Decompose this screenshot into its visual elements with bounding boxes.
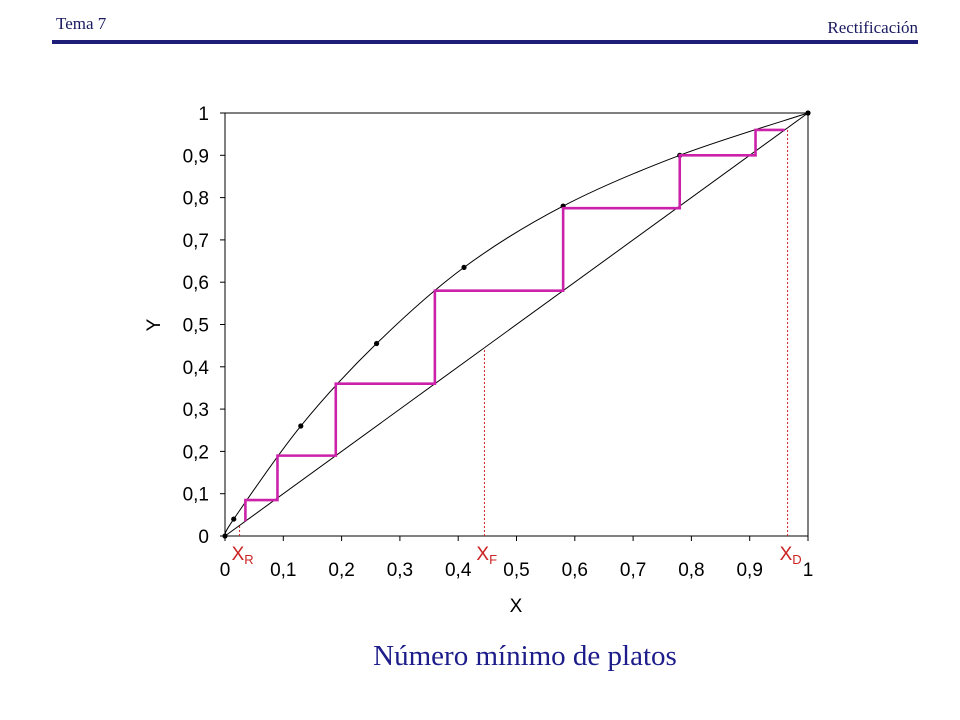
reference-label-xr: XR xyxy=(232,544,254,567)
equilibrium-point xyxy=(373,340,380,347)
header-section: Rectificación xyxy=(827,18,918,37)
y-tick-label: 0,9 xyxy=(183,146,209,167)
x-tick-label: 1 xyxy=(803,560,814,581)
equilibrium-point xyxy=(805,110,811,116)
x-tick-label: 0,9 xyxy=(736,560,762,581)
reference-lines: XR XF XD xyxy=(232,127,802,567)
x-tick-label: 0,4 xyxy=(445,560,472,581)
y-tick-label: 0,8 xyxy=(183,189,209,210)
equilibrium-point xyxy=(231,516,237,522)
y-tick-label: 0,6 xyxy=(183,273,209,294)
y-tick-label: 0,2 xyxy=(183,442,209,463)
x-tick-label: 0,2 xyxy=(328,560,354,581)
reference-label-xf: XF xyxy=(476,544,497,567)
reference-label-xd: XD xyxy=(780,544,802,567)
y-tick-label: 0,1 xyxy=(183,485,209,506)
series xyxy=(222,110,811,539)
x-axis-label: X xyxy=(510,596,523,617)
x-tick-label: 0,6 xyxy=(562,560,588,581)
y-tick-label: 0,5 xyxy=(183,316,209,337)
y-axis-label: Y xyxy=(144,318,165,331)
equilibrium-point xyxy=(298,423,304,429)
x-tick-label: 0,7 xyxy=(620,560,646,581)
x-tick-label: 0 xyxy=(220,560,231,581)
equilibrium-point xyxy=(461,264,467,270)
x-tick-label: 0,5 xyxy=(503,560,529,581)
y-tick-label: 0,3 xyxy=(183,400,209,421)
equilibrium-point xyxy=(222,533,228,539)
header-topic: Tema 7 xyxy=(56,14,107,33)
y-tick-label: 0,7 xyxy=(183,231,209,252)
x-tick-label: 0,8 xyxy=(678,560,704,581)
stage-steps xyxy=(244,128,785,522)
diagonal-line xyxy=(224,112,809,537)
header-divider xyxy=(52,40,918,44)
x-tick-label: 0,1 xyxy=(270,560,296,581)
ticks: 0 0,1 0,2 0,3 0,4 0,5 0,6 0,7 0,8 0,9 1 0 0,1 0,2 0,3 0… xyxy=(183,104,814,581)
y-tick-label: 0 xyxy=(198,527,209,548)
figure-caption: Número mínimo de platos xyxy=(373,640,677,672)
y-tick-label: 1 xyxy=(198,104,209,125)
y-tick-label: 0,4 xyxy=(183,358,210,379)
x-tick-label: 0,3 xyxy=(387,560,413,581)
